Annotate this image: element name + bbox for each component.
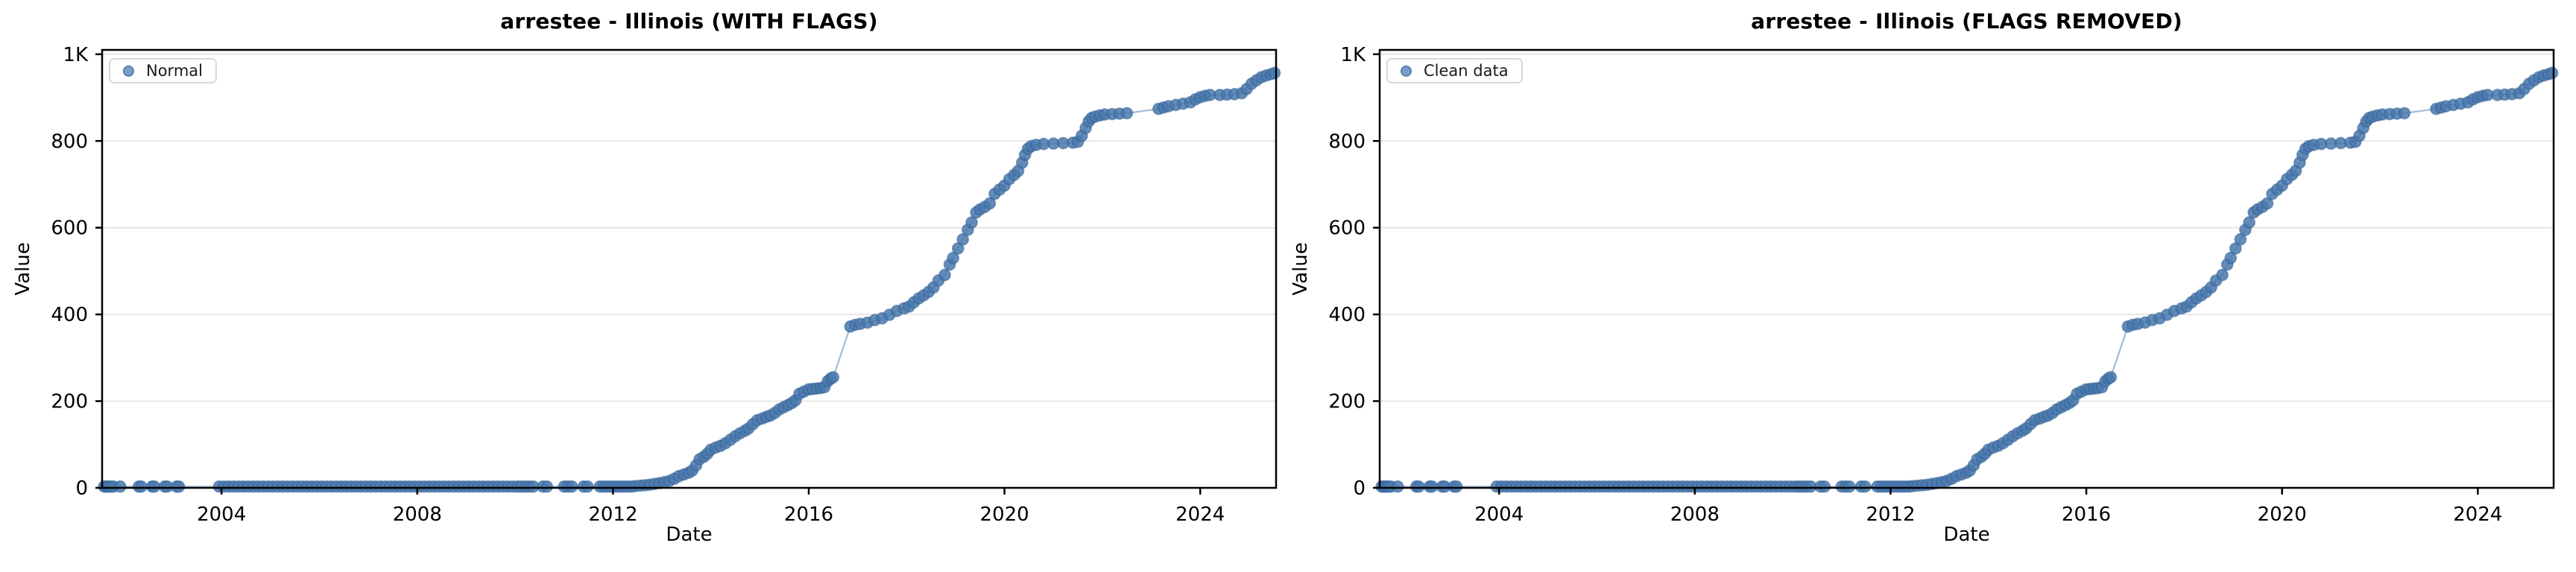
data-point: [2224, 251, 2238, 264]
data-point: [956, 232, 970, 246]
data-point: [581, 480, 594, 493]
y-tick-label: 1K: [1340, 44, 1366, 66]
legend-label: Normal: [146, 62, 203, 80]
y-tick-label: 1K: [63, 44, 89, 66]
data-point: [565, 480, 578, 493]
chart-flags-removed: 2004 2008 2012 2016 2020 2024 0 200 400 600 800 1K …: [1278, 0, 2576, 572]
y-axis-label: Value: [12, 242, 34, 296]
data-point: [827, 371, 840, 384]
chart-title: arrestee - Illinois (FLAGS REMOVED): [1751, 9, 2182, 34]
chart-title: arrestee - Illinois (WITH FLAGS): [500, 9, 878, 34]
y-tick-label: 0: [75, 477, 88, 500]
x-tick-label: 2016: [784, 503, 833, 526]
x-tick-label: 2008: [393, 503, 442, 526]
y-tick-label: 600: [1328, 217, 1366, 240]
data-point: [172, 480, 186, 493]
x-tick-label: 2016: [2062, 503, 2111, 526]
y-tick-label: 800: [1328, 130, 1366, 153]
data-point: [2234, 232, 2247, 246]
legend-marker-icon: [1401, 65, 1412, 77]
data-point: [148, 480, 161, 493]
x-tick-label: 2024: [1175, 503, 1225, 526]
plot-area-svg: 2004 2008 2012 2016 2020 2024 0 200 400 600 800 1K: [1328, 44, 2559, 526]
data-point: [113, 480, 127, 493]
plot-frame: [101, 48, 1278, 489]
data-point: [1858, 480, 1872, 493]
y-tick-label: 0: [1353, 477, 1366, 500]
x-tick-label: 2024: [2453, 503, 2502, 526]
data-line: [104, 72, 1275, 488]
y-axis-label: Value: [1289, 242, 1312, 296]
data-point: [1120, 107, 1134, 120]
data-point: [1450, 480, 1463, 493]
plot-area-svg: 2004 2008 2012 2016 2020 2024 0 200 400 600 800 1K: [51, 44, 1281, 526]
data-point: [2261, 197, 2274, 210]
x-axis-label: Date: [666, 524, 713, 546]
data-point: [540, 480, 554, 493]
legend: Clean data: [1386, 58, 1523, 83]
x-tick-label: 2004: [1474, 503, 1524, 526]
data-point: [1268, 66, 1281, 80]
x-tick-label: 2020: [2258, 503, 2307, 526]
data-line: [1381, 72, 2553, 488]
legend: Normal: [109, 58, 217, 83]
data-point: [2216, 268, 2229, 282]
y-tick-label: 400: [1328, 304, 1366, 326]
data-point: [938, 268, 951, 282]
chart-with-flags: 2004 2008 2012 2016 2020 2024 0 200 400 600 800 1K …: [12, 9, 1281, 546]
y-tick-label: 200: [1328, 391, 1366, 413]
data-point: [1843, 480, 1856, 493]
y-tick-label: 600: [51, 217, 88, 240]
x-tick-label: 2012: [1866, 503, 1915, 526]
x-tick-label: 2004: [197, 503, 246, 526]
data-point: [2545, 66, 2559, 80]
data-point: [2104, 371, 2118, 384]
data-point: [1818, 480, 1831, 493]
data-point: [135, 480, 148, 493]
legend-label: Clean data: [1424, 62, 1509, 80]
x-tick-label: 2012: [588, 503, 637, 526]
x-tick-label: 2008: [1670, 503, 1720, 526]
x-axis-label: Date: [1943, 524, 1990, 546]
y-tick-label: 400: [51, 304, 88, 326]
legend-marker-icon: [123, 65, 134, 77]
y-tick-label: 800: [51, 130, 88, 153]
x-tick-label: 2020: [980, 503, 1029, 526]
data-point: [1412, 480, 1425, 493]
y-tick-label: 200: [51, 391, 88, 413]
data-point: [1425, 480, 1439, 493]
data-point: [2243, 216, 2255, 229]
data-point: [965, 216, 978, 229]
data-point: [2398, 107, 2411, 120]
data-point: [1391, 480, 1404, 493]
data-point: [983, 197, 997, 210]
plot-frame: [1378, 48, 2555, 489]
data-point: [947, 251, 960, 264]
